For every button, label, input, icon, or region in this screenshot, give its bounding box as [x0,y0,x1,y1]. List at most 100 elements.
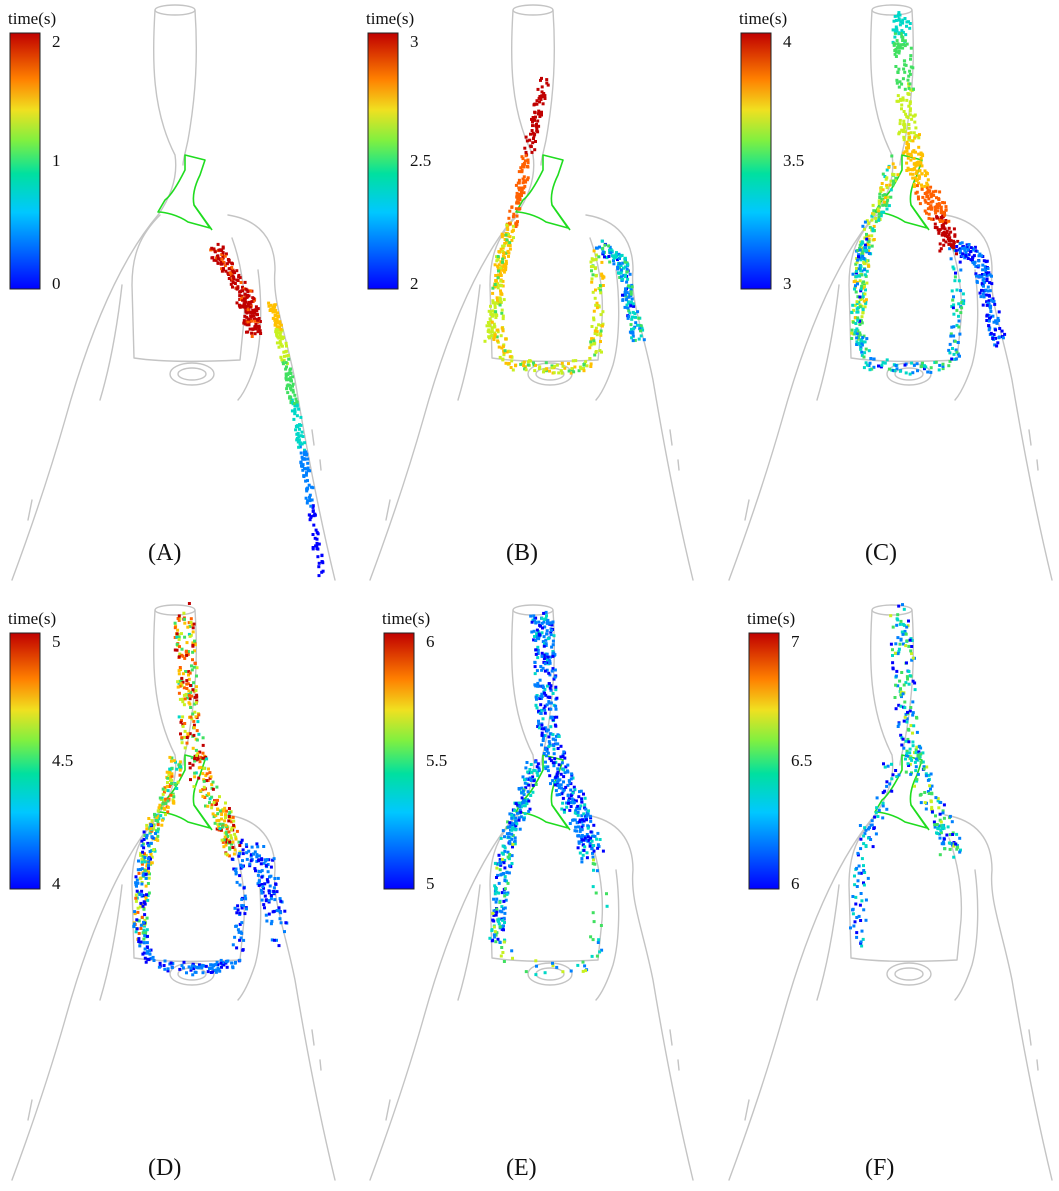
particle [951,298,955,302]
particle [311,546,315,549]
particle [168,755,172,759]
particle [987,299,991,303]
colorbar-tick-min: 3 [783,274,792,293]
particle [163,959,167,963]
particle [895,623,899,627]
particle [852,924,856,928]
particle [856,879,860,883]
particle [863,220,867,224]
particle [588,357,592,361]
particle [583,835,587,839]
particle [547,740,551,744]
particle [860,297,864,301]
particle [897,703,901,707]
particle [181,724,185,728]
particle [530,620,534,624]
particle [145,823,149,827]
particle [588,844,592,848]
particle [505,238,509,242]
particle [146,898,150,902]
particle [172,800,176,804]
particle [533,369,537,373]
particle [520,786,524,790]
particle [494,301,498,305]
particle-cloud [209,242,325,578]
particle [538,697,542,700]
particle [902,110,906,113]
particle [527,809,531,813]
particle [973,245,977,249]
particle [161,787,165,791]
particle [264,898,268,902]
particle [997,319,1001,323]
particle [140,882,144,886]
particle [279,355,283,359]
particle [913,760,917,764]
particle [497,922,501,926]
particle [587,809,590,813]
particle [170,756,174,760]
particle [904,770,908,774]
particle [864,301,868,305]
particle [243,912,247,916]
particle [242,319,246,323]
particle [301,468,305,472]
particle [919,792,923,796]
particle [861,336,865,339]
particle [547,700,551,704]
particle [617,271,620,275]
particle [636,323,639,327]
particle [591,265,594,268]
particle [507,251,511,255]
particle [598,245,601,249]
particle [981,292,985,296]
particle [181,697,185,701]
particle [245,315,249,319]
particle [881,193,885,197]
particle [264,859,268,863]
particle [908,109,912,113]
particle [907,619,910,623]
particle [939,820,943,824]
particle [901,692,905,696]
particle [508,235,512,239]
particle [264,864,268,868]
particle [870,234,874,238]
particle [492,897,496,901]
particle [315,541,319,545]
particle [272,938,276,942]
particle [218,969,222,973]
particle [139,927,143,930]
particle [929,799,933,803]
particle [210,806,214,810]
particle [877,215,881,219]
particle [890,154,894,158]
particle [946,237,950,241]
particle [496,298,499,302]
particle [601,246,605,250]
particle [265,858,269,862]
particle [138,905,142,909]
particle [859,940,863,944]
particle [519,186,523,190]
particle [273,877,277,880]
particle [143,913,147,917]
particle [883,789,887,793]
particle [856,258,860,262]
particle [499,873,503,877]
particle [862,249,866,253]
particle [270,919,274,923]
particle [189,778,192,782]
particle [557,371,561,375]
particle [496,276,500,280]
particle [876,207,880,211]
particle [929,772,933,776]
particle [535,632,539,636]
particle [534,652,538,656]
particle [225,830,229,834]
particle [949,239,953,243]
particle [301,457,305,461]
particle [543,708,547,712]
particle [896,725,900,728]
particle [574,825,578,829]
